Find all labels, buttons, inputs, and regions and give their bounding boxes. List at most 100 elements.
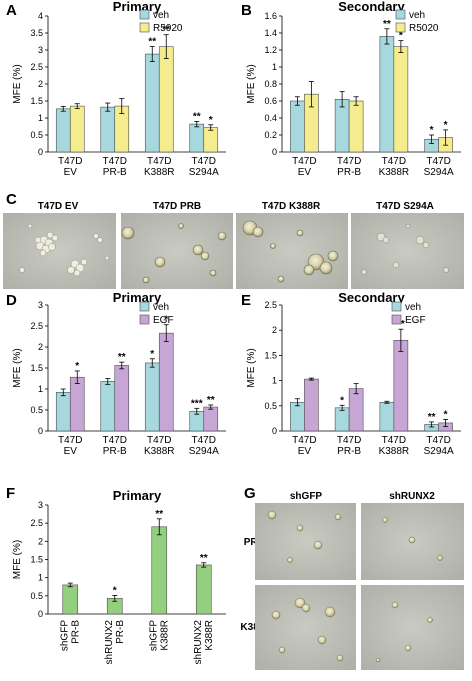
colonies-ev <box>19 223 110 277</box>
category-label: K388R <box>204 620 215 651</box>
legend-label: veh <box>405 302 421 313</box>
significance-label: ** <box>148 37 156 48</box>
bar <box>114 365 130 432</box>
y-tick-label: 4 <box>38 11 43 21</box>
colonies-prb <box>121 223 227 284</box>
chart-title: Secondary <box>338 0 405 14</box>
micrograph-col-shgfp: shGFP <box>290 491 323 502</box>
micrograph-row-c: T47D EV T47D PRB T47D K388R T47D S294A <box>3 201 464 289</box>
y-axis-label: MFE (%) <box>246 348 257 387</box>
bar <box>144 53 160 153</box>
y-tick-label: 0.8 <box>264 79 277 89</box>
y-axis-label: MFE (%) <box>12 540 23 579</box>
significance-label: * <box>150 349 154 360</box>
y-tick-label: 2 <box>272 325 277 335</box>
category-label: T47D <box>426 435 450 446</box>
y-tick-label: 0.5 <box>30 130 43 140</box>
y-tick-label: 3 <box>38 500 43 510</box>
legend-swatch <box>139 22 150 33</box>
category-label: T47D <box>103 156 127 167</box>
bar <box>379 36 395 153</box>
bar <box>348 100 364 153</box>
micrograph-shrunx2-k388r <box>361 585 464 670</box>
category-label: T47D <box>103 435 127 446</box>
micrograph-ev <box>3 213 116 289</box>
category-label: PR-B <box>115 620 126 644</box>
bar <box>158 46 174 153</box>
y-tick-label: 2.5 <box>30 62 43 72</box>
panel-letter-e: E <box>241 292 251 309</box>
category-label: PR-B <box>70 620 81 644</box>
y-tick-label: 0.5 <box>264 401 277 411</box>
category-label: T47D <box>337 156 361 167</box>
category-label: T47D <box>337 435 361 446</box>
panel-letter-d: D <box>6 292 17 309</box>
legend-label: R5020 <box>409 23 439 34</box>
bar <box>144 362 160 432</box>
y-tick-label: 0.5 <box>30 405 43 415</box>
y-tick-label: 1.6 <box>264 11 277 21</box>
y-axis-label: MFE (%) <box>12 64 23 103</box>
y-tick-label: 2 <box>38 342 43 352</box>
category-label: T47D <box>58 435 82 446</box>
category-label: T47D <box>147 435 171 446</box>
y-tick-label: 2.5 <box>30 518 43 528</box>
chart-title: Primary <box>113 290 162 305</box>
category-label: S294A <box>189 167 219 178</box>
y-tick-label: 3 <box>38 300 43 310</box>
bar <box>158 332 174 432</box>
micrograph-col-shrunx2: shRUNX2 <box>389 491 435 502</box>
category-label: K388R <box>144 167 175 178</box>
chart-title: Primary <box>113 0 162 14</box>
bar <box>69 376 85 432</box>
panel-letter-a: A <box>6 2 17 19</box>
category-label: K388R <box>159 620 170 651</box>
category-label: T47D <box>192 156 216 167</box>
category-label: shRUNX2 <box>193 620 204 665</box>
y-tick-label: 0.5 <box>30 591 43 601</box>
significance-label: * <box>399 31 403 42</box>
category-label: S294A <box>189 446 219 457</box>
bar <box>334 407 350 432</box>
category-label: S294A <box>424 446 454 457</box>
significance-label: ** <box>193 111 201 122</box>
category-label: T47D <box>292 156 316 167</box>
significance-label: * <box>430 125 434 136</box>
significance-label: ** <box>162 25 170 36</box>
bar <box>304 378 319 432</box>
category-label: PR-B <box>337 167 361 178</box>
y-tick-label: 0.6 <box>264 96 277 106</box>
y-tick-label: 0.4 <box>264 113 277 123</box>
significance-label: *** <box>191 398 203 409</box>
category-label: T47D <box>426 156 450 167</box>
y-axis-label: MFE (%) <box>12 348 23 387</box>
category-label: EV <box>64 446 78 457</box>
y-tick-label: 1.4 <box>264 28 277 38</box>
y-tick-label: 1 <box>272 376 277 386</box>
bar <box>189 123 205 153</box>
legend-label: EGF <box>153 315 174 326</box>
y-tick-label: 1.5 <box>30 96 43 106</box>
category-label: shRUNX2 <box>104 620 115 665</box>
category-label: EV <box>298 167 312 178</box>
category-label: T47D <box>147 156 171 167</box>
chart-title: Secondary <box>338 290 405 305</box>
bar <box>203 127 219 153</box>
category-label: T47D <box>192 435 216 446</box>
legend-swatch <box>139 314 150 325</box>
colonies-s294a <box>361 223 449 275</box>
colonies-g <box>267 510 443 663</box>
bar <box>393 339 409 432</box>
legend-swatch <box>391 301 402 312</box>
y-tick-label: 0 <box>272 147 277 157</box>
y-tick-label: 1.5 <box>264 350 277 360</box>
category-label: K388R <box>144 446 175 457</box>
y-tick-label: 1 <box>272 62 277 72</box>
significance-label: * <box>75 361 79 372</box>
y-tick-label: 3.5 <box>30 28 43 38</box>
category-label: T47D <box>292 435 316 446</box>
significance-label: * <box>209 115 213 126</box>
micrograph-grid-g: shGFP shRUNX2 PR-B K388R <box>240 491 464 670</box>
